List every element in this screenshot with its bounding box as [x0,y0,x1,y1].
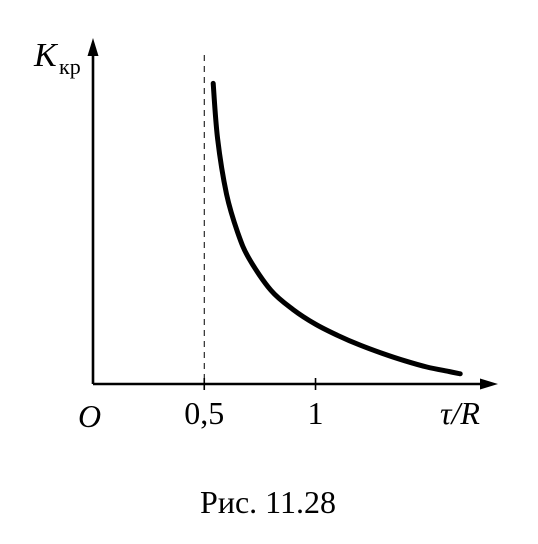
origin-label: O [78,398,101,434]
series-line [210,80,463,377]
axes [87,38,498,390]
x-tick-label: 1 [308,395,324,431]
x-tick-label: 0,5 [184,395,224,431]
figure-caption: Рис. 11.28 [200,484,336,520]
x-axis-label: τ/R [440,395,480,431]
series-group [210,80,463,377]
y-axis-label-subscript: кр [59,54,81,79]
y-axis-arrow [87,38,99,56]
y-axis-label: K [33,37,59,74]
x-ticks: 0,5 1 [184,378,324,431]
x-axis-arrow [480,378,498,390]
